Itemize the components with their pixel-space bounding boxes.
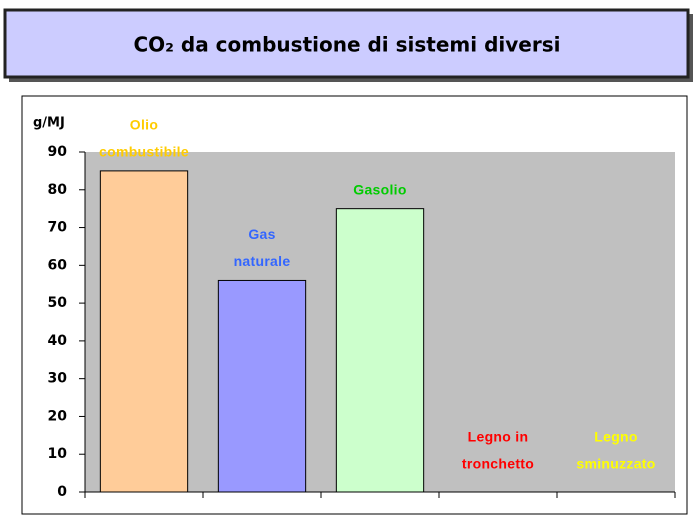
y-tick-label: 70: [48, 220, 68, 236]
y-tick-label: 30: [48, 371, 68, 387]
y-axis-label: g/MJ: [33, 116, 65, 131]
y-tick-label: 0: [57, 484, 67, 500]
y-tick-label: 60: [48, 257, 68, 273]
bar: [335, 208, 425, 493]
chart-title: CO₂ da combustione di sistemi diversi: [134, 33, 561, 57]
category-label: Gasolio: [353, 181, 406, 197]
category-label: Legno: [594, 429, 638, 445]
y-tick-label: 40: [48, 333, 68, 349]
category-label: combustibile: [99, 144, 189, 160]
y-tick-label: 80: [48, 182, 68, 198]
category-label: sminuzzato: [576, 456, 655, 472]
title-box: [3, 8, 690, 79]
category-label: Legno in: [468, 429, 529, 445]
category-label: tronchetto: [462, 456, 534, 472]
bar: [99, 170, 189, 493]
y-tick-label: 50: [48, 295, 68, 311]
y-tick-label: 10: [48, 446, 68, 462]
bar: [217, 279, 307, 493]
category-label: naturale: [234, 253, 291, 269]
y-tick-label: 90: [48, 144, 68, 160]
category-label: Olio: [130, 117, 158, 133]
category-label: Gas: [248, 226, 275, 242]
y-tick-label: 20: [48, 408, 68, 424]
